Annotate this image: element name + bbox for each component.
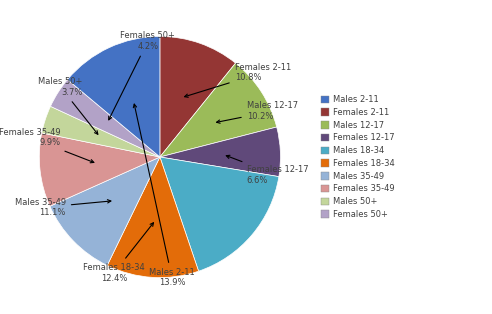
Wedge shape [160,127,280,176]
Text: Females 12-17
6.6%: Females 12-17 6.6% [226,155,308,185]
Wedge shape [160,36,236,157]
Wedge shape [50,157,160,265]
Wedge shape [107,157,199,278]
Text: Males 50+
3.7%: Males 50+ 3.7% [38,77,98,134]
Wedge shape [39,133,160,206]
Legend: Males 2-11, Females 2-11, Males 12-17, Females 12-17, Males 18-34, Females 18-34: Males 2-11, Females 2-11, Males 12-17, F… [319,94,397,220]
Text: Males 2-11
13.9%: Males 2-11 13.9% [133,104,195,287]
Text: Males 12-17
10.2%: Males 12-17 10.2% [216,101,298,123]
Text: Females 18-34
12.4%: Females 18-34 12.4% [83,223,154,283]
Text: Females 35-49
9.9%: Females 35-49 9.9% [0,128,94,163]
Wedge shape [42,106,160,157]
Wedge shape [160,63,277,157]
Text: Females 50+
4.2%: Females 50+ 4.2% [109,31,175,120]
Text: Males 35-49
11.1%: Males 35-49 11.1% [15,198,111,217]
Wedge shape [67,36,160,157]
Text: Females 2-11
10.8%: Females 2-11 10.8% [184,63,291,97]
Wedge shape [51,79,160,157]
Wedge shape [160,157,279,271]
